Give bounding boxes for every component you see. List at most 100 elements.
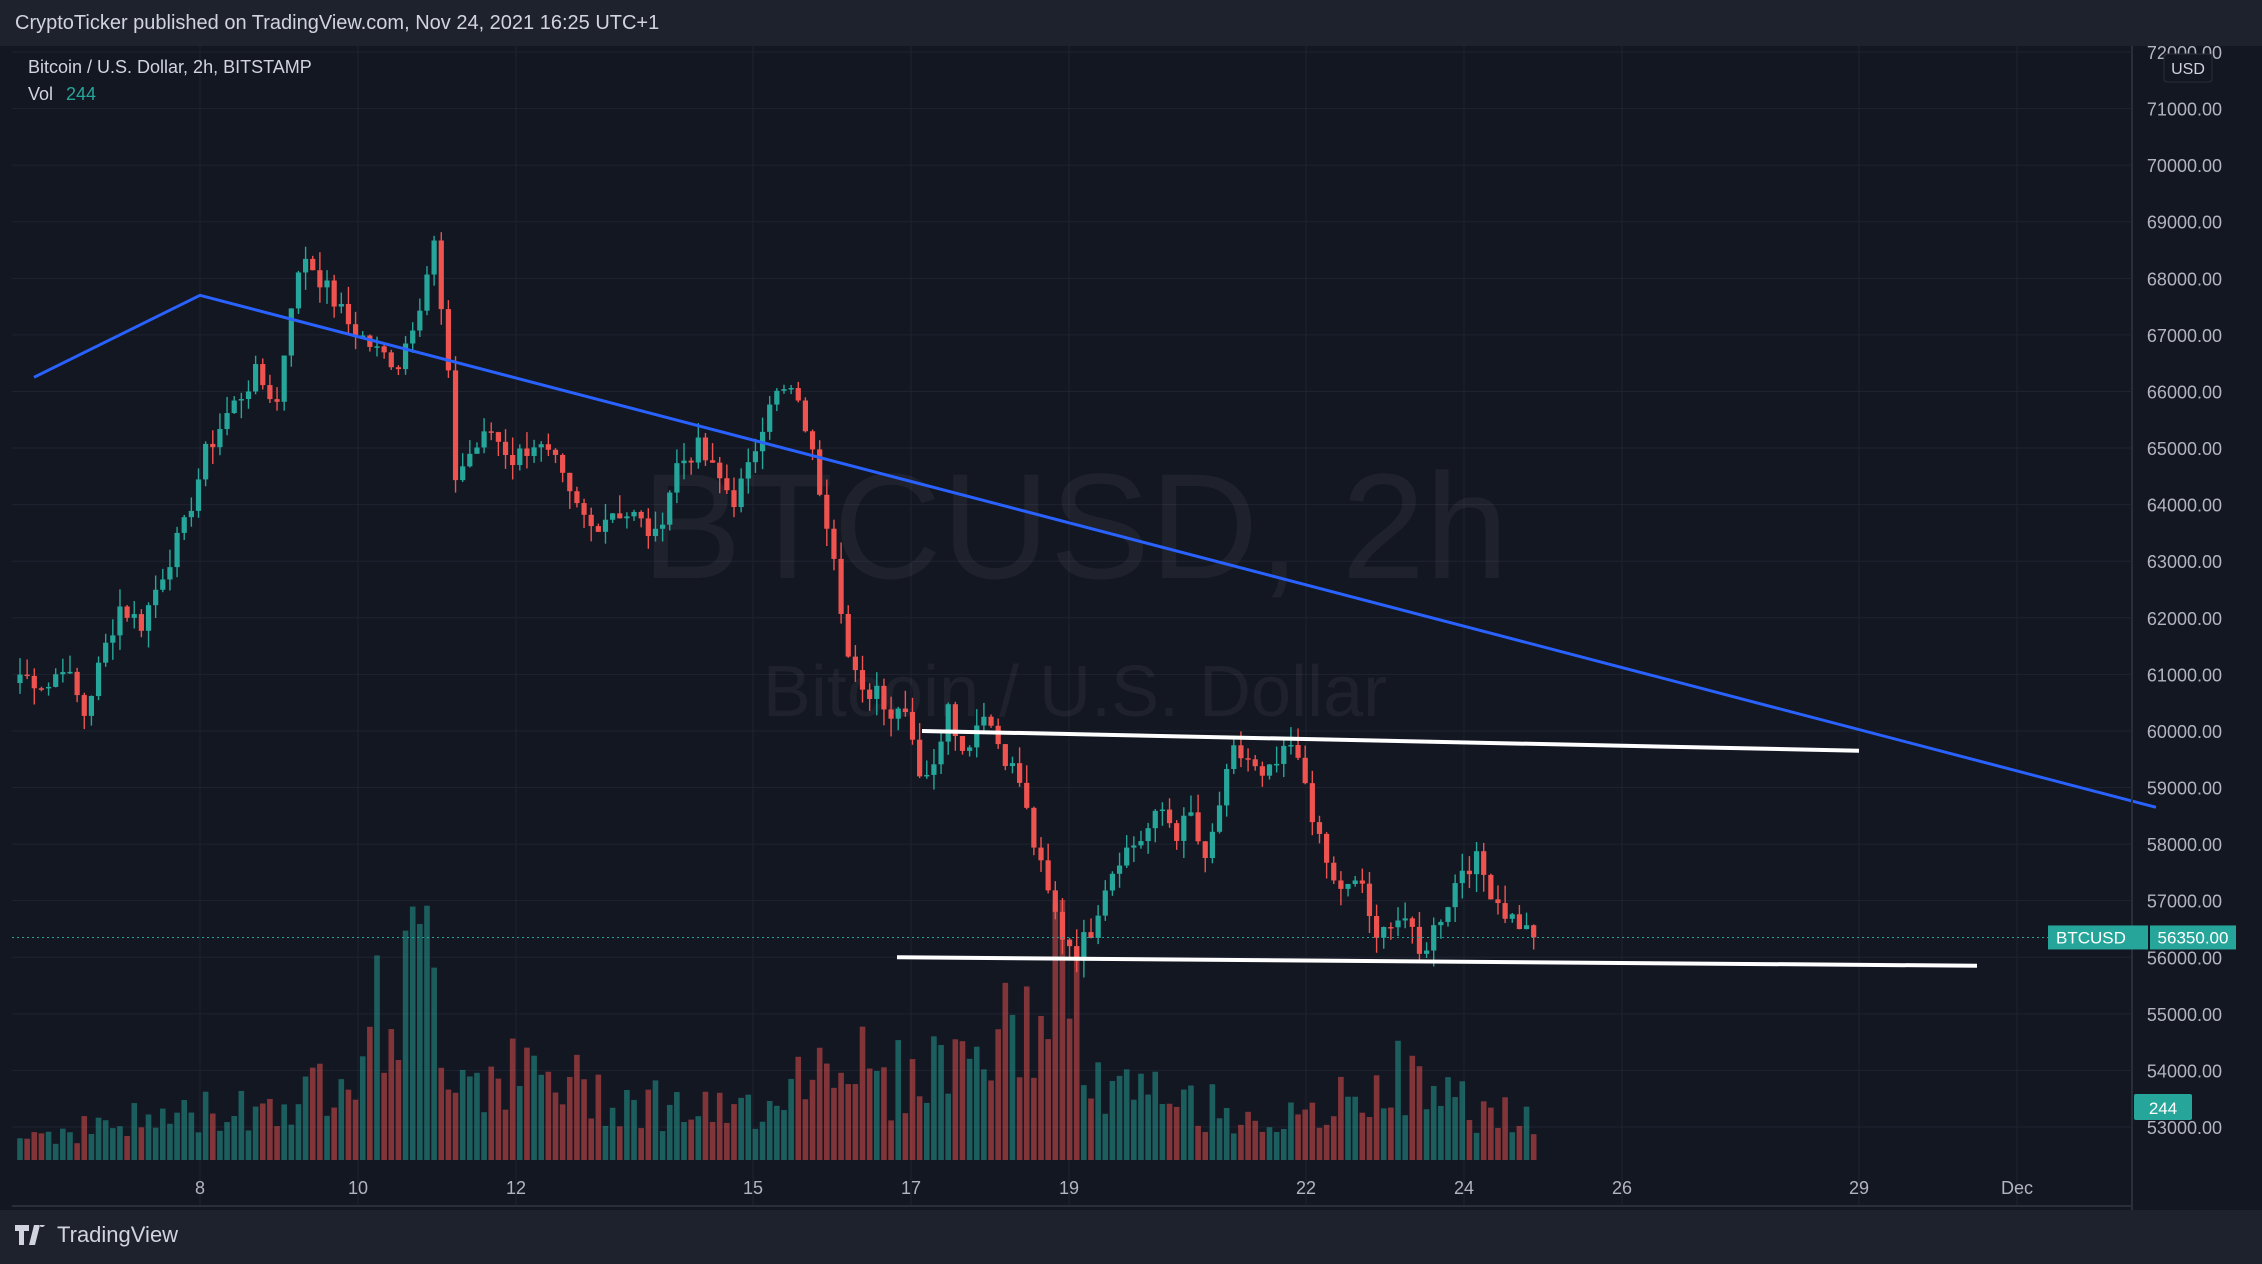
volume-bar [652, 1080, 659, 1160]
volume-bar [1495, 1127, 1501, 1160]
candle-body [581, 503, 587, 515]
last-volume-box [2134, 1094, 2192, 1120]
candle-body [1366, 883, 1373, 917]
candle-body [267, 385, 273, 400]
candle-body [495, 432, 501, 442]
candle-body [967, 747, 973, 751]
drawings[interactable] [33, 293, 2157, 968]
candle-body [324, 280, 330, 288]
candle-body [103, 642, 109, 663]
candle-body [1302, 757, 1308, 784]
candle-body [1181, 815, 1187, 841]
volume-bar [588, 1118, 594, 1160]
candle-body [1345, 883, 1351, 889]
volume-bar [709, 1121, 716, 1160]
candle-body [417, 310, 423, 331]
candle-body [1502, 903, 1508, 919]
volume-bar [731, 1104, 737, 1160]
volume-bar [1409, 1055, 1416, 1160]
candle-body [95, 662, 102, 696]
candle-body [724, 478, 730, 491]
candle-body [260, 364, 266, 386]
volume-bar [1316, 1127, 1323, 1160]
price-tick-label: 67000.00 [2147, 326, 2222, 346]
volume-bar [17, 1138, 23, 1160]
volume-bar [209, 1113, 216, 1160]
candle-body [1209, 831, 1215, 858]
volume-bar [616, 1126, 623, 1160]
candle-body [917, 739, 923, 777]
time-axis[interactable]: 8 10 12 15 17 19 22 24 26 29 Dec [195, 1178, 2033, 1198]
candle-body [774, 390, 780, 405]
volume-bar [816, 1047, 823, 1160]
candle-body [752, 451, 759, 463]
candle-body [1138, 841, 1144, 846]
price-tick-label: 53000.00 [2147, 1118, 2222, 1138]
candle-body [574, 491, 580, 504]
candle-body [731, 490, 737, 508]
price-axis[interactable]: 72000.0071000.0070000.0069000.0068000.00… [2147, 43, 2222, 1138]
candle-body [1095, 915, 1101, 938]
candle-body [795, 388, 801, 401]
volume-bar [1145, 1094, 1151, 1160]
volume-bar [988, 1080, 994, 1160]
candle-body [517, 448, 523, 466]
candle-body [1388, 927, 1394, 929]
tradingview-brand[interactable]: TradingView [15, 1222, 178, 1248]
last-price-tag: BTCUSD 56350.00 244 [2048, 925, 2236, 1120]
candle-body [1216, 805, 1223, 832]
volume-bar [302, 1076, 309, 1160]
candle-body [617, 513, 623, 519]
price-tick-label: 63000.00 [2147, 552, 2222, 572]
volume-bar [281, 1104, 287, 1160]
candle-body [1445, 907, 1451, 922]
volume-bar [495, 1078, 502, 1160]
volume-bar [595, 1074, 602, 1160]
volume-bar [1188, 1085, 1194, 1160]
candle-body [424, 274, 430, 311]
volume-bar [638, 1128, 644, 1160]
candle-body [245, 391, 252, 400]
candle-body [1224, 768, 1230, 806]
volume-bar [866, 1068, 873, 1160]
volume-bar [795, 1056, 802, 1160]
volume-bar [1009, 1014, 1016, 1160]
candle-body [538, 444, 544, 448]
volume-bar [267, 1098, 273, 1160]
candle-body [1252, 759, 1258, 767]
candle-body [560, 454, 566, 473]
volume-bar [352, 1099, 359, 1160]
volume-bar [716, 1092, 723, 1160]
candle-body [438, 240, 444, 310]
candle-body [1145, 828, 1151, 842]
candle-body [1281, 745, 1287, 764]
volume-bar [538, 1074, 545, 1160]
candle-body [1531, 925, 1537, 938]
candle-body [845, 613, 851, 657]
volume-bar [431, 967, 437, 1160]
candle-body [431, 240, 437, 275]
volume-bar [1288, 1102, 1294, 1160]
candles [17, 232, 1537, 978]
volume-bar [1523, 1106, 1530, 1160]
plot-area[interactable] [12, 46, 2132, 1210]
price-tick-label: 65000.00 [2147, 439, 2222, 459]
volume-bar [481, 1112, 487, 1160]
volume-bar [181, 1099, 188, 1160]
volume-bar [574, 1054, 580, 1160]
candle-body [1166, 809, 1173, 824]
currency-box[interactable] [2163, 53, 2213, 83]
volume-bar [1131, 1099, 1137, 1160]
volume-bar [1216, 1118, 1223, 1160]
volume-bar [581, 1079, 587, 1160]
volume-bar [1488, 1107, 1494, 1160]
candle-body [317, 270, 323, 288]
candle-body [167, 567, 173, 580]
volume-bar [195, 1132, 202, 1160]
volume-bar [1195, 1125, 1201, 1160]
volume-bar [681, 1122, 687, 1160]
volume-bar [1245, 1111, 1251, 1160]
candle-body [552, 449, 559, 455]
volume-bar [517, 1085, 523, 1160]
